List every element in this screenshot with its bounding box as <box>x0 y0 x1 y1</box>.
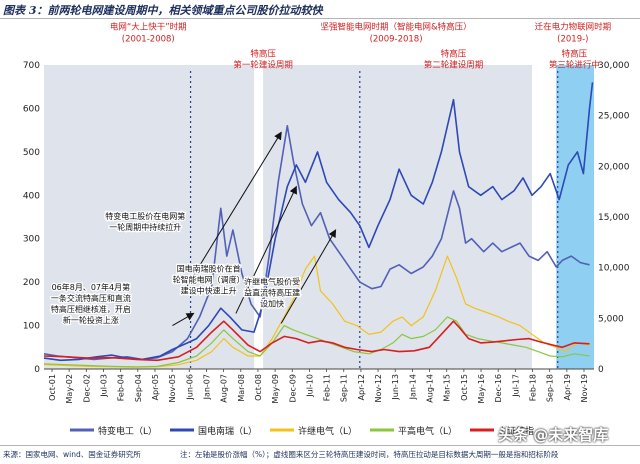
x-tick-label: Nov-05 <box>168 374 177 402</box>
x-tick-label: Nov-19 <box>580 374 589 402</box>
series-line-2 <box>43 255 590 368</box>
uhv-label-1: 第二轮建设周期 <box>424 60 484 71</box>
annotation-text-3: 特高压相继核准，开启 <box>51 304 131 314</box>
axis-note-text: 注：左轴是股价涨幅（%）；虚线圈来区分三轮特高压建设时间，特高压拉动是目标数据大… <box>180 450 559 459</box>
y-right-tick-label: 5,000 <box>598 314 624 324</box>
x-tick-label: Nov-12 <box>374 374 383 402</box>
uhv-label-2: 第三轮进行中 <box>549 60 600 71</box>
legend-label-1: 国电南瑞（L） <box>198 425 257 437</box>
x-tick-label: Oct-08 <box>254 374 263 401</box>
shaded-period-2 <box>556 65 594 369</box>
x-tick-label: Feb-18 <box>529 374 538 401</box>
x-tick-label: Dec-09 <box>288 374 297 403</box>
uhv-label-0: 特高压 <box>250 49 276 60</box>
x-tick-label: Jan-07 <box>202 374 211 400</box>
x-tick-label: Apr-05 <box>151 374 160 400</box>
series-line-0 <box>43 125 590 361</box>
annotation-text-2: 益直流特高压建 <box>244 287 300 297</box>
x-tick-label: Apr-12 <box>357 374 366 400</box>
y-left-tick-label: 300 <box>23 235 40 245</box>
title-bar: 图表 3：前两轮电网建设周期中，相关领域重点公司股价拉动较快 <box>0 0 640 19</box>
x-tick-label: Mar-15 <box>443 374 452 402</box>
chart-caption: 图表 3：前两轮电网建设周期中，相关领域重点公司股价拉动较快 <box>3 4 323 17</box>
series-line-4 <box>43 320 590 362</box>
x-tick-label: Sep-04 <box>134 374 143 402</box>
legend-label-0: 特变电工（L） <box>98 425 157 437</box>
x-tick-label: Dec-16 <box>494 374 503 403</box>
legend-label-2: 许继电气（L） <box>298 425 357 437</box>
y-left-tick-label: 100 <box>23 322 40 332</box>
x-tick-label: Jan-14 <box>408 374 417 400</box>
uhv-label-2: 特高压 <box>562 49 588 60</box>
uhv-label-1: 特高压 <box>441 49 467 60</box>
annotation-arrow-1 <box>235 185 297 314</box>
annotation-text-3: 06年8月、07年4月第 <box>52 282 131 292</box>
legend-label-3: 平高电气（L） <box>398 425 457 437</box>
annotation-arrow-0 <box>181 131 282 296</box>
x-tick-label: Sep-11 <box>340 374 349 402</box>
line-chart: 0 100 200 300 400 500 600 700 0 5,000 10,000 15,000… <box>23 22 630 437</box>
annotation-text-1: 国电南瑞股价在首 <box>177 263 241 273</box>
x-tick-label: Jul-17 <box>511 374 520 398</box>
annotation-text-3: 新一轮投资上涨 <box>63 315 119 325</box>
x-tick-label: Aug-07 <box>220 374 229 403</box>
legend-label-4: 上证综指 <box>498 425 534 437</box>
x-tick-label: Jul-10 <box>305 374 314 398</box>
series-line-1 <box>43 82 594 362</box>
annotation-text-1: 建设中快速上升 <box>181 285 237 295</box>
annotation-text-2: 设加快 <box>260 298 284 308</box>
source-text: 来源：国家电网、wind、国金证券研究所 <box>3 450 141 459</box>
y-left-tick-label: 700 <box>23 61 40 71</box>
y-right-tick-label: 0 <box>598 365 604 375</box>
x-tick-label: Oct-01 <box>48 374 57 401</box>
x-tick-label: Dec-02 <box>82 374 91 403</box>
period-label-2: (2019-) <box>557 35 588 45</box>
source-line: 来源：国家电网、wind、国金证券研究所 注：左轴是股价涨幅（%）；虚线圈来区分… <box>0 445 640 464</box>
y-right-tick-label: 20,000 <box>598 162 630 172</box>
annotation-text-3: 一条交流特高压和直流 <box>51 293 131 303</box>
period-label-1: (2009-2018) <box>370 35 423 45</box>
period-label-2: 迁在电力物联网时期 <box>535 22 612 33</box>
watermark: 头条 @未来智库 <box>498 426 609 444</box>
x-tick-label: Aug-14 <box>426 374 435 403</box>
annotation-text-0: 一轮周期中持续拉升 <box>109 222 181 232</box>
x-tick-label: Apr-19 <box>563 374 572 400</box>
y-left-tick-label: 500 <box>23 148 40 158</box>
x-tick-label: May-16 <box>477 374 486 403</box>
x-tick-label: Mar-08 <box>237 374 246 402</box>
x-tick-label: May-09 <box>271 374 280 403</box>
annotation-arrow-2 <box>280 229 337 324</box>
x-tick-label: Oct-15 <box>460 374 469 401</box>
period-label-0: (2001-2008) <box>122 35 175 45</box>
annotation-text-1: 轮智能电网（调度） <box>173 274 245 284</box>
y-left-tick-label: 600 <box>23 104 40 114</box>
x-tick-label: Jun-06 <box>185 374 194 401</box>
y-left-tick-label: 200 <box>23 278 40 288</box>
x-tick-label: Jun-13 <box>391 374 400 401</box>
x-tick-label: Feb-04 <box>117 374 126 401</box>
series-line-3 <box>43 316 590 368</box>
annotation-text-2: 许继电气股价受 <box>244 276 300 286</box>
y-right-tick-label: 10,000 <box>598 264 630 274</box>
y-right-tick-label: 15,000 <box>598 213 630 223</box>
annotation-text-0: 特变电工股价在电网第 <box>105 211 185 221</box>
shaded-period-1 <box>263 65 533 369</box>
annotation-arrow-3 <box>172 312 195 327</box>
x-tick-label: Feb-11 <box>323 374 332 401</box>
x-tick-label: Sep-18 <box>546 374 555 402</box>
uhv-label-0: 第一轮建设周期 <box>233 60 293 71</box>
period-label-0: 电网“大上快干”时期 <box>110 22 187 33</box>
y-left-tick-label: 0 <box>34 365 40 375</box>
y-left-tick-label: 400 <box>23 191 40 201</box>
x-tick-label: Jul-03 <box>99 374 108 398</box>
y-right-tick-label: 30,000 <box>598 61 630 71</box>
y-right-tick-label: 25,000 <box>598 112 630 122</box>
period-label-1: 坚强智能电网时期（智能电网&特高压） <box>320 22 471 33</box>
x-tick-label: May-02 <box>65 374 74 403</box>
